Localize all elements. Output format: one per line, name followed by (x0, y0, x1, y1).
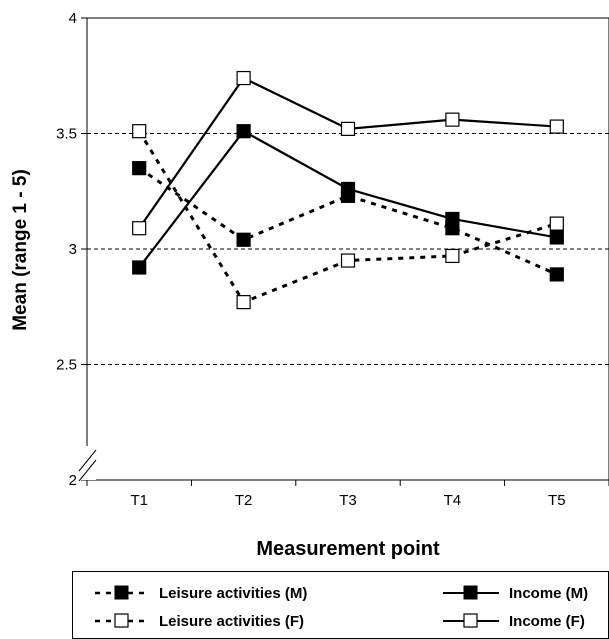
series-markers (132, 70, 564, 310)
data-point-0-0 (132, 161, 147, 176)
x-tick-label: T4 (444, 492, 462, 509)
x-tick-label: T1 (130, 492, 148, 509)
legend-symbol-solid-filled-square (443, 585, 499, 600)
legend-item-income-m: Income (M) (441, 582, 588, 604)
legend: Leisure activities (M) Leisure activitie… (72, 571, 609, 639)
data-point-2-0 (132, 260, 147, 275)
legend-label: Income (M) (509, 584, 589, 602)
legend-item-income-f: Income (F) (441, 610, 585, 632)
y-tick-label: 3 (69, 241, 77, 258)
data-point-0-1 (236, 232, 251, 247)
x-axis-ticks: T1 T2 T3 T4 T5 (86, 480, 609, 509)
line-chart: 22.533.54 T1 T2 T3 T4 T5 Mean (range 1 - 5) … (10, 10, 609, 560)
data-point-1-4 (549, 216, 564, 231)
data-point-1-2 (340, 253, 356, 268)
x-axis-label: Measurement point (256, 538, 440, 560)
legend-label: Income (F) (509, 612, 585, 630)
y-axis-ticks: 2 2.5 3 3.5 4 (56, 10, 87, 489)
legend-label: Leisure activities (F) (159, 612, 305, 630)
data-point-3-4 (549, 119, 564, 134)
data-point-1-3 (445, 248, 460, 264)
data-point-2-3 (445, 211, 460, 227)
y-axis-break-mark (78, 446, 97, 482)
legend-item-leisure-f: Leisure activities (F) (93, 610, 304, 632)
legend-item-leisure-m: Leisure activities (M) (93, 582, 307, 604)
data-point-1-0 (132, 124, 147, 139)
legend-symbol-solid-open-square (443, 613, 499, 628)
legend-symbol-dashed-filled-square (95, 585, 149, 600)
series-layer (132, 70, 564, 310)
x-tick-label: T5 (548, 492, 566, 509)
data-point-1-1 (236, 295, 251, 310)
x-tick-label: T3 (339, 492, 357, 509)
x-tick-label: T2 (235, 492, 253, 509)
y-tick-label: 3.5 (56, 126, 77, 143)
legend-symbol-dashed-open-square (95, 613, 149, 628)
data-point-0-4 (549, 267, 564, 282)
data-point-3-2 (340, 121, 356, 136)
data-point-3-1 (236, 70, 251, 86)
data-point-3-3 (445, 112, 460, 127)
data-point-3-0 (132, 221, 147, 236)
legend-label: Leisure activities (M) (159, 584, 308, 602)
data-point-2-2 (340, 181, 356, 197)
data-point-2-1 (236, 124, 251, 139)
y-axis-label: Mean (range 1 - 5) (10, 169, 31, 331)
y-tick-label: 2.5 (56, 357, 77, 374)
data-point-2-4 (549, 230, 564, 245)
y-tick-label: 4 (69, 10, 77, 27)
y-tick-label: 2 (69, 472, 77, 489)
